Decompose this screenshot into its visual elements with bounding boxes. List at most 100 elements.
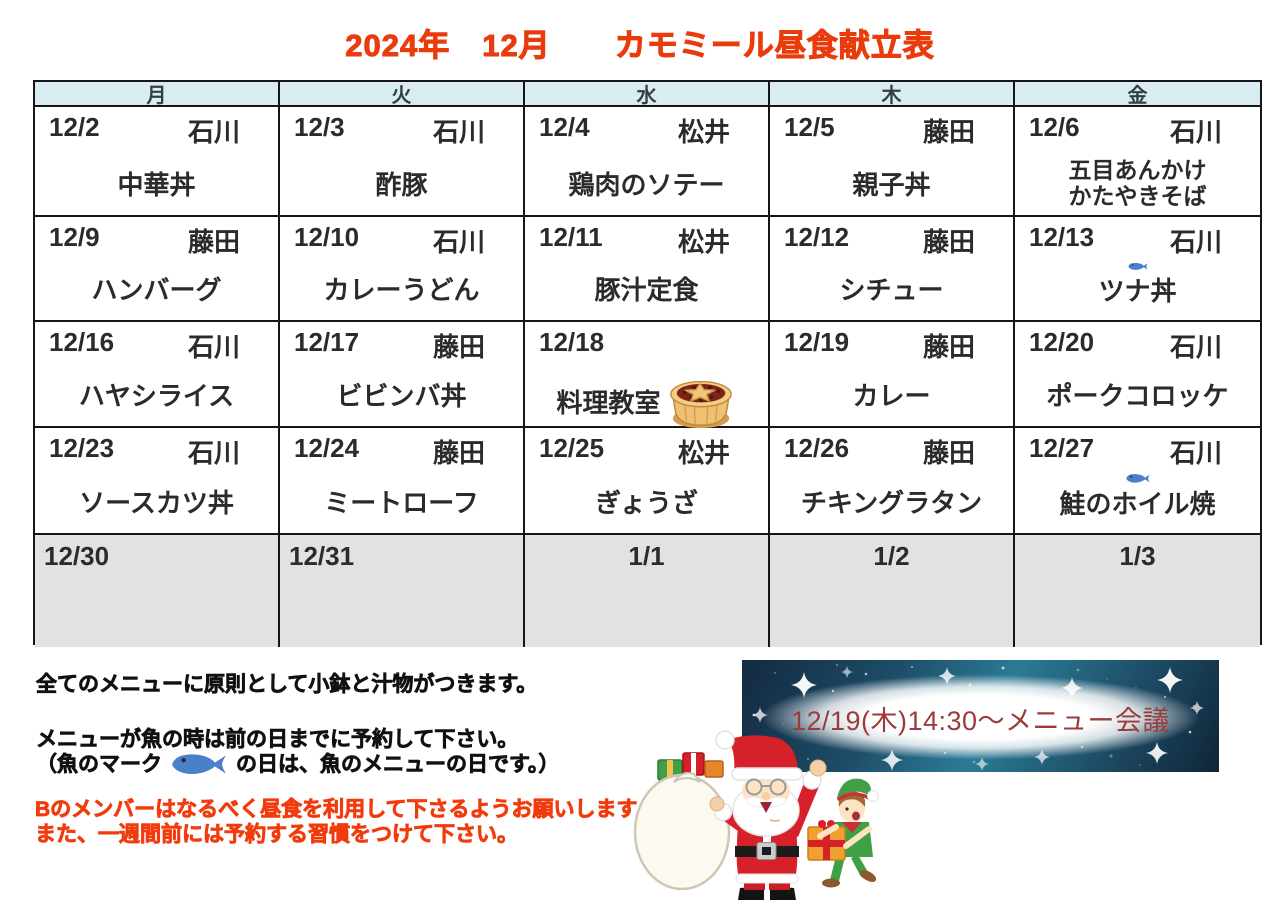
menu-cell-12-18: 12/18 料理教室: [525, 322, 770, 428]
cell-staff: 藤田: [922, 117, 975, 147]
menu-cell-12-20: 12/20 石川ポークコロッケ: [1015, 322, 1260, 428]
cell-menu: シチュー: [839, 275, 944, 305]
note-fish-line2: （魚のマーク の日は、魚のメニューの日です。）: [36, 752, 560, 777]
day-header-mon: 月: [35, 82, 280, 107]
cell-menu: 鶏肉のソテー: [568, 170, 725, 200]
menu-cell-12-16: 12/16 石川 ハヤシライス: [35, 322, 280, 428]
cell-date: 1/1: [628, 541, 665, 571]
cell-date: 12/3: [294, 112, 345, 142]
cell-staff: 石川: [1169, 117, 1222, 147]
cell-date: 12/20: [1029, 327, 1095, 357]
cell-date: 12/13: [1029, 222, 1095, 252]
cell-menu: ビビンバ丼: [336, 381, 467, 411]
menu-cell-12-31: 12/31: [280, 535, 525, 647]
menu-cell-12-12: 12/12 藤田シチュー: [770, 217, 1015, 322]
note-fish-line1: メニューが魚の時は前の日までに予約して下さい。: [36, 728, 519, 752]
cell-date: 12/30: [44, 541, 110, 571]
cell-date: 12/6: [1029, 112, 1080, 142]
cell-date: 12/10: [294, 222, 360, 252]
fish-icon: [1127, 262, 1148, 270]
cell-menu: 親子丼: [852, 170, 931, 200]
menu-cell-12-13: 12/13 石川ツナ丼: [1015, 217, 1260, 322]
gift-sack: [633, 752, 731, 891]
menu-cell-12-30: 12/30: [35, 535, 280, 647]
cell-menu: 料理教室: [525, 380, 768, 428]
note-fish-line2-before: （魚のマーク: [36, 753, 163, 777]
cell-menu: チキングラタン: [800, 488, 983, 518]
cell-staff: 藤田: [432, 438, 485, 468]
cell-menu: 酢豚: [375, 170, 428, 200]
menu-cell-12-26: 12/26 藤田チキングラタン: [770, 428, 1015, 535]
day-header-wed: 水: [525, 82, 770, 107]
fish-icon: [1125, 474, 1150, 483]
cell-staff: 石川: [432, 227, 485, 257]
cell-date: 1/2: [873, 541, 910, 571]
meeting-banner-text: 12/19(木)14:30～メニュー会議: [790, 705, 1171, 736]
cell-menu: 五目あんかけ かたやきそば: [1068, 157, 1207, 209]
cell-date: 12/24: [294, 433, 360, 463]
cell-date: 12/27: [1029, 433, 1095, 463]
santa: [709, 730, 827, 900]
mince-pie-image: [669, 380, 732, 428]
menu-cell-12-19: 12/19 藤田カレー: [770, 322, 1015, 428]
cell-date: 12/31: [289, 541, 355, 571]
cell-staff: 藤田: [432, 332, 485, 362]
cell-date: 12/26: [784, 433, 850, 463]
day-header-tue: 火: [280, 82, 525, 107]
menu-cell-12-27: 12/27 石川 鮭のホイル焼: [1015, 428, 1260, 535]
cell-staff: 石川: [1169, 332, 1222, 362]
menu-cell-12-25: 12/25 松井ぎょうざ: [525, 428, 770, 535]
cell-date: 12/5: [784, 112, 835, 142]
cell-staff: 藤田: [922, 438, 975, 468]
cell-menu: カレー: [852, 381, 931, 411]
cell-date: 12/12: [784, 222, 850, 252]
cell-staff: 藤田: [922, 332, 975, 362]
note-fish-reservation: メニューが魚の時は前の日までに予約して下さい。 （魚のマーク の日は、魚のメニュー…: [36, 727, 560, 777]
cell-date: 12/19: [784, 327, 850, 357]
cell-staff: 松井: [677, 117, 730, 147]
cell-staff: 藤田: [922, 227, 975, 257]
cell-staff: 石川: [1169, 438, 1222, 468]
menu-cell-12-24: 12/24 藤田 ミートローフ: [280, 428, 525, 535]
calendar-grid: 月火水木金 12/2 石川 中華丼 12/3 石川 酢豚 12/4 松井 鶏肉のソテー 12/5 藤田…: [33, 80, 1262, 647]
cell-staff: 石川: [432, 117, 485, 147]
cell-menu: 豚汁定食: [594, 275, 699, 305]
menu-cell-12-4: 12/4 松井鶏肉のソテー: [525, 107, 770, 217]
cell-date: 12/11: [539, 222, 603, 252]
cell-date: 12/25: [539, 433, 605, 463]
cell-staff: 石川: [187, 117, 240, 147]
elf: [807, 778, 879, 888]
note-fish-slot: [162, 753, 236, 776]
menu-cell-1-2: 1/2: [770, 535, 1015, 647]
cell-menu: ハヤシライス: [78, 381, 235, 411]
cell-menu: ハンバーグ: [91, 275, 222, 305]
menu-cell-12-5: 12/5 藤田親子丼: [770, 107, 1015, 217]
menu-cell-1-1: 1/1: [525, 535, 770, 647]
cell-staff: 石川: [1169, 227, 1222, 257]
warning-line2: また、一週間前には予約する習慣をつけて下さい。: [35, 823, 519, 847]
cell-menu: ツナ丼: [1098, 276, 1177, 306]
cell-date: 1/3: [1119, 541, 1156, 571]
note-fish-line2-after: の日は、魚のメニューの日です。）: [236, 753, 560, 777]
day-header-fri: 金: [1015, 82, 1260, 107]
cell-menu: ポークコロッケ: [1046, 381, 1229, 411]
menu-cell-1-3: 1/3: [1015, 535, 1260, 647]
santa-elf-svg: [633, 730, 879, 900]
menu-cell-12-17: 12/17 藤田ビビンバ丼: [280, 322, 525, 428]
cell-date: 12/2: [49, 112, 100, 142]
cell-date: 12/9: [49, 222, 100, 252]
cell-date: 12/4: [539, 112, 590, 142]
menu-cell-12-10: 12/10 石川 カレーうどん: [280, 217, 525, 322]
santa-and-elf-illustration: [630, 730, 890, 905]
warning-line1: Bのメンバーはなるべく昼食を利用して下さるようお願いします: [35, 798, 638, 822]
cell-date: 12/17: [294, 327, 360, 357]
cell-date: 12/18: [539, 327, 605, 357]
page-title: 2024年 12月 カモミール昼食献立表: [345, 28, 935, 64]
note-side-dishes: 全てのメニューに原則として小鉢と汁物がつきます。: [36, 673, 538, 697]
cell-menu: ぎょうざ: [595, 488, 698, 518]
cell-staff: 松井: [677, 227, 730, 257]
cell-menu: 中華丼: [117, 170, 196, 200]
cell-staff: 石川: [187, 332, 240, 362]
menu-cell-12-2: 12/2 石川中華丼: [35, 107, 280, 217]
cell-staff: 松井: [677, 438, 730, 468]
